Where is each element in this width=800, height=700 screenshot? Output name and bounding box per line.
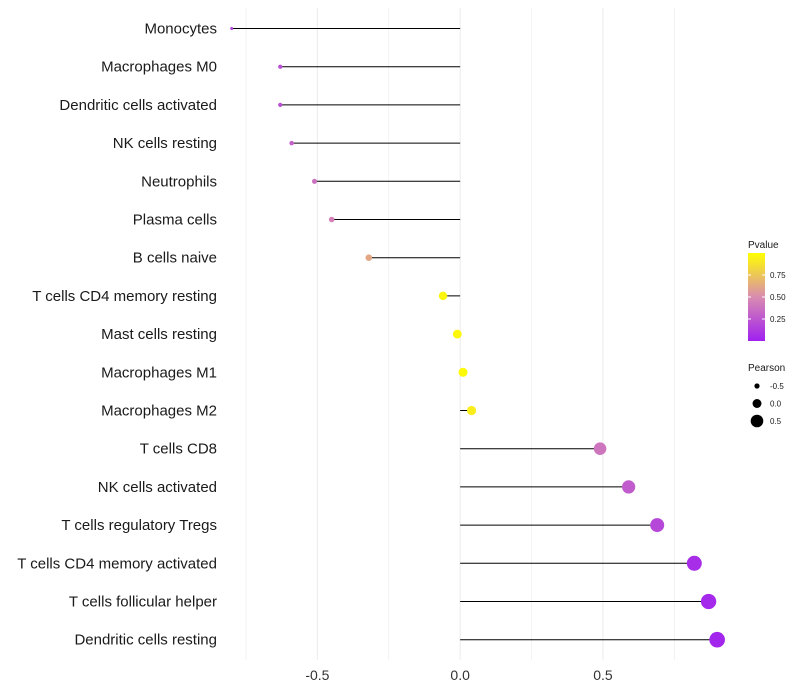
- y-axis-label: NK cells resting: [113, 135, 217, 152]
- pvalue-tick-label: 0.25: [770, 315, 786, 324]
- pearson-legend-dot: [750, 414, 764, 428]
- lollipop-dot: [466, 405, 477, 416]
- lollipop-dots: [230, 27, 725, 648]
- pearson-legend: Pearson -0.5 0.0 0.5: [748, 363, 785, 428]
- y-axis-label: Macrophages M1: [101, 364, 217, 381]
- pearson-legend-dot: [752, 399, 762, 408]
- x-axis-tick-label: 0.0: [450, 667, 470, 683]
- y-axis-label: T cells follicular helper: [69, 594, 217, 611]
- pvalue-legend-title: Pvalue: [748, 240, 779, 251]
- pvalue-tick-label: 0.50: [770, 293, 786, 302]
- pearson-legend-dot: [754, 383, 760, 389]
- y-axis-label: Macrophages M0: [101, 59, 217, 76]
- lollipop-dot: [686, 555, 702, 571]
- y-axis-label: NK cells activated: [98, 479, 217, 496]
- pvalue-colorbar: [748, 253, 765, 341]
- pvalue-legend: Pvalue 0.25 0.50 0.75: [748, 240, 786, 341]
- lollipop-dot: [328, 216, 335, 223]
- lollipop-dot: [452, 329, 462, 339]
- pearson-legend-label: 0.0: [770, 400, 782, 409]
- y-axis-label: Mast cells resting: [101, 326, 217, 343]
- lollipop-dot: [700, 593, 717, 610]
- y-axis-label: Neutrophils: [141, 173, 217, 190]
- y-axis-label: Macrophages M2: [101, 403, 217, 420]
- y-axis-label: Monocytes: [144, 21, 217, 38]
- y-axis-label: B cells naive: [133, 250, 217, 267]
- pearson-legend-label: 0.5: [770, 417, 782, 426]
- lollipop-dot: [438, 291, 448, 301]
- lollipop-dot: [365, 254, 373, 261]
- y-axis-label: Plasma cells: [133, 212, 217, 229]
- lollipop-dot: [650, 518, 665, 533]
- lollipop-dot: [311, 178, 318, 184]
- y-axis-label: Dendritic cells activated: [59, 97, 217, 114]
- lollipop-dot: [278, 64, 283, 69]
- x-axis-tick-labels: -0.5 0.0 0.5: [305, 667, 613, 683]
- lollipop-dot: [458, 367, 468, 377]
- y-axis-labels: Monocytes Macrophages M0 Dendritic cells a…: [17, 21, 217, 649]
- x-axis-tick-label: 0.5: [593, 667, 613, 683]
- y-axis-label: T cells CD4 memory activated: [17, 555, 217, 572]
- lollipop-dot: [593, 442, 607, 455]
- lollipop-dot: [230, 27, 234, 30]
- lollipop-dot: [621, 480, 636, 494]
- y-axis-label: T cells regulatory Tregs: [61, 517, 217, 534]
- y-axis-label: Dendritic cells resting: [74, 632, 217, 649]
- lollipop-dot: [289, 140, 294, 146]
- grid-lines: [245, 8, 675, 660]
- lollipop-dot: [709, 631, 725, 648]
- pearson-legend-title: Pearson: [748, 363, 785, 374]
- y-axis-label: T cells CD8: [140, 441, 217, 458]
- pvalue-tick-label: 0.75: [770, 271, 786, 280]
- y-axis-label: T cells CD4 memory resting: [32, 288, 217, 305]
- x-axis-tick-label: -0.5: [305, 667, 329, 683]
- lollipop-dot: [278, 102, 283, 108]
- lollipop-stems: [231, 28, 718, 641]
- pearson-legend-label: -0.5: [770, 382, 784, 391]
